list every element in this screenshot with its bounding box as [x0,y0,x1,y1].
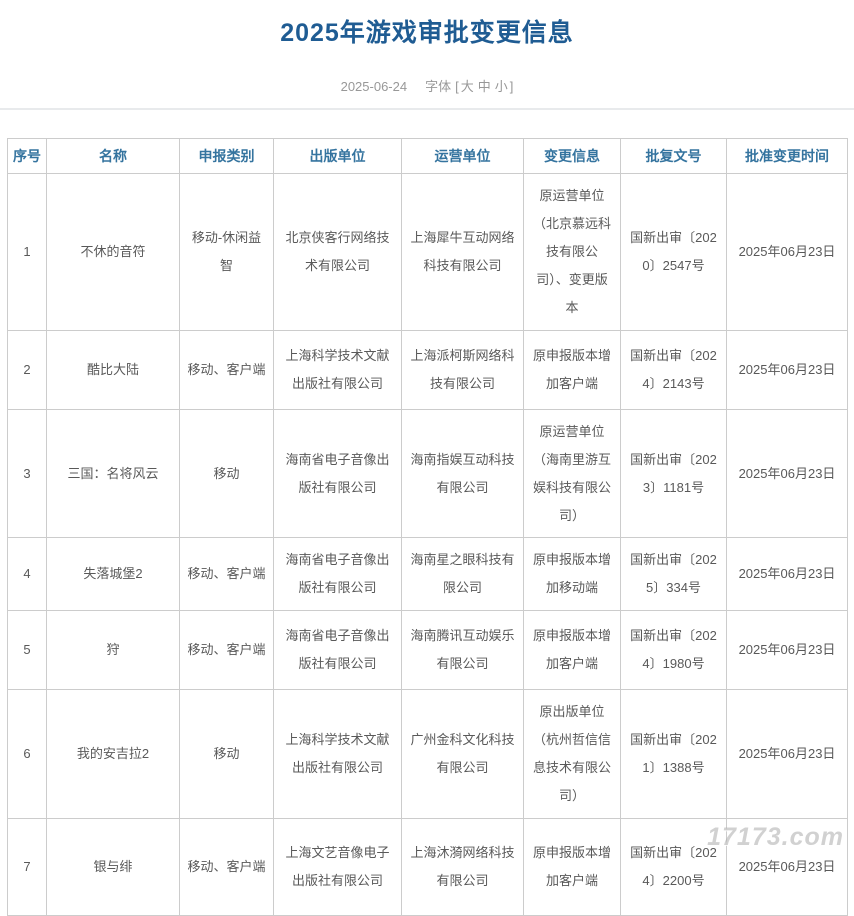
column-header: 名称 [46,138,180,174]
table-cell: 6 [7,689,47,820]
column-header: 出版单位 [273,138,402,174]
table-cell: 不休的音符 [46,173,180,331]
table-cell: 2025年06月23日 [726,408,848,539]
table-cell: 银与绯 [46,818,180,916]
table-cell: 原申报版本增加客户端 [523,818,621,916]
table-cell: 1 [7,173,47,331]
column-header: 运营单位 [401,138,524,174]
column-header: 批准变更时间 [726,138,848,174]
table-cell: 7 [7,818,47,916]
table-cell: 原申报版本增加客户端 [523,610,621,691]
table-cell: 5 [7,610,47,691]
column-header: 申报类别 [179,138,274,174]
table-cell: 上海科学技术文献出版社有限公司 [273,329,402,410]
table-cell: 国新出审〔2024〕2143号 [620,329,727,410]
table-cell: 2025年06月23日 [726,689,848,820]
table-cell: 酷比大陆 [46,329,180,410]
table-cell: 原运营单位（海南里游互娱科技有限公司） [523,408,621,539]
table-cell: 移动、客户端 [179,537,274,612]
publish-date: 2025-06-24 [340,79,408,94]
table-cell: 上海文艺音像电子出版社有限公司 [273,818,402,916]
table-row: 6 我的安吉拉2 移动 上海科学技术文献出版社有限公司 广州金科文化科技有限公司 原出版单… [7,689,848,820]
font-size-label: 字体 [425,79,452,94]
table-cell: 2025年06月23日 [726,173,848,331]
table-cell: 移动、客户端 [179,329,274,410]
table-cell: 2025年06月23日 [726,818,848,916]
table-cell: 移动 [179,689,274,820]
table-cell: 2025年06月23日 [726,329,848,410]
font-bracket-open: [ [455,79,459,94]
meta-line: 2025-06-24 字体[大中小] [0,76,854,110]
table-cell: 狩 [46,610,180,691]
table-cell: 三国：名将风云 [46,408,180,539]
table-cell: 上海沐漪网络科技有限公司 [401,818,524,916]
table-cell: 原申报版本增加客户端 [523,329,621,410]
font-size-medium[interactable]: 中 [477,79,491,94]
font-size-large[interactable]: 大 [460,79,474,94]
table-cell: 北京侠客行网络技术有限公司 [273,173,402,331]
table-cell: 移动、客户端 [179,610,274,691]
table-row: 2 酷比大陆 移动、客户端 上海科学技术文献出版社有限公司 上海派柯斯网络科技有限公司原… [7,329,848,410]
table-row: 3 三国：名将风云 移动 海南省电子音像出版社有限公司 海南指娱互动科技有限公司 原运营单… [7,408,848,539]
table-cell: 我的安吉拉2 [46,689,180,820]
table-cell: 国新出审〔2021〕1388号 [620,689,727,820]
font-bracket-close: ] [509,79,514,94]
table-cell: 原运营单位（北京慕远科技有限公司）、变更版本 [523,173,621,331]
table-cell: 海南星之眼科技有限公司 [401,537,524,612]
table-cell: 失落城堡2 [46,537,180,612]
column-header: 变更信息 [523,138,621,174]
table-cell: 海南省电子音像出版社有限公司 [273,537,402,612]
table-cell: 上海科学技术文献出版社有限公司 [273,689,402,820]
table-cell: 2 [7,329,47,410]
table-cell: 海南省电子音像出版社有限公司 [273,610,402,691]
table-cell: 国新出审〔2024〕2200号 [620,818,727,916]
table-cell: 原出版单位（杭州哲信信息技术有限公司） [523,689,621,820]
table-cell: 2025年06月23日 [726,537,848,612]
table-cell: 2025年06月23日 [726,610,848,691]
table-cell: 4 [7,537,47,612]
table-row: 4 失落城堡2 移动、客户端 海南省电子音像出版社有限公司 海南星之眼科技有限公司 原申报… [7,537,848,612]
table-cell: 移动 [179,408,274,539]
table-cell: 原申报版本增加移动端 [523,537,621,612]
column-header: 批复文号 [620,138,727,174]
table-cell: 3 [7,408,47,539]
table-cell: 移动-休闲益智 [179,173,274,331]
table-cell: 上海犀牛互动网络科技有限公司 [401,173,524,331]
font-size-small[interactable]: 小 [494,79,508,94]
column-header: 序号 [7,138,47,174]
approval-changes-table: 序号 名称 申报类别 出版单位 运营单位 变更信息 批复文号 批准变更时间 1 不休的音符 移动-… [7,138,848,916]
table-cell: 国新出审〔2024〕1980号 [620,610,727,691]
table-body: 1 不休的音符 移动-休闲益智 北京侠客行网络技术有限公司 上海犀牛互动网络科技有限公司… [7,173,848,916]
table-cell: 国新出审〔2025〕334号 [620,537,727,612]
table-row: 1 不休的音符 移动-休闲益智 北京侠客行网络技术有限公司 上海犀牛互动网络科技有限公司… [7,173,848,331]
table-cell: 国新出审〔2023〕1181号 [620,408,727,539]
table-cell: 海南指娱互动科技有限公司 [401,408,524,539]
table-cell: 海南省电子音像出版社有限公司 [273,408,402,539]
table-cell: 海南腾讯互动娱乐有限公司 [401,610,524,691]
table-cell: 国新出审〔2020〕2547号 [620,173,727,331]
table-cell: 上海派柯斯网络科技有限公司 [401,329,524,410]
table-cell: 移动、客户端 [179,818,274,916]
table-cell: 广州金科文化科技有限公司 [401,689,524,820]
table-header-row: 序号 名称 申报类别 出版单位 运营单位 变更信息 批复文号 批准变更时间 [7,138,848,174]
table-row: 5 狩移动、客户端 海南省电子音像出版社有限公司 海南腾讯互动娱乐有限公司 原申报版本增… [7,610,848,691]
page-title: 2025年游戏审批变更信息 [280,19,574,47]
table-row: 7 银与绯 移动、客户端 上海文艺音像电子出版社有限公司 上海沐漪网络科技有限公司 原申报… [7,818,848,916]
